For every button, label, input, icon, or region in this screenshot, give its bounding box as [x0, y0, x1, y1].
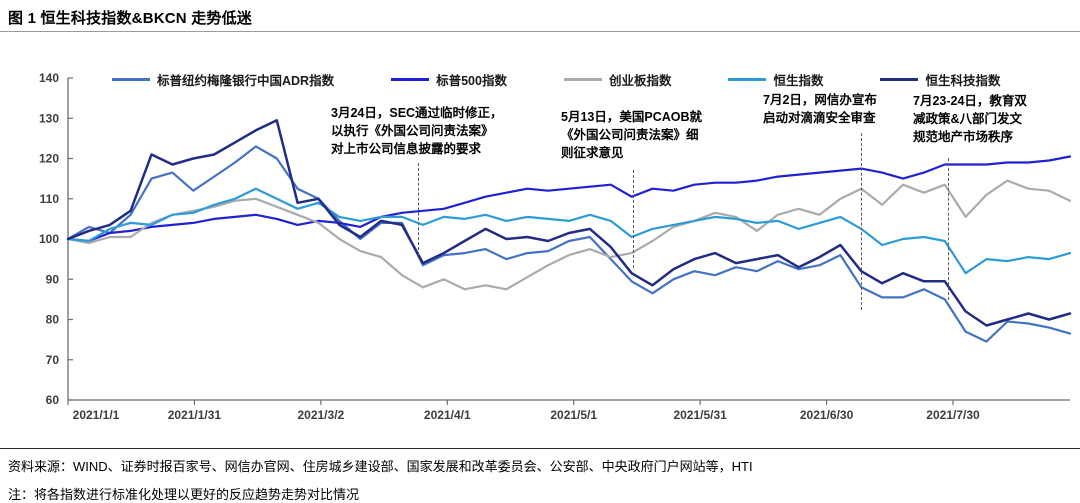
x-tick-label: 2021/5/31 [673, 408, 727, 422]
event-dashed-line-may13 [633, 170, 634, 268]
series-line-1 [66, 155, 1072, 243]
legend-label: 标普500指数 [436, 74, 507, 88]
source-text: 资料来源：WIND、证券时报百家号、网信办官网、住房城乡建设部、国家发展和改革委… [8, 459, 753, 474]
line-chart: 60 70 80 90 100 110 120 130 140 2021/1/1 2021/1/31… [39, 71, 1072, 422]
x-tick-label: 2021/6/30 [800, 408, 854, 422]
legend-item-sp500: 标普500指数 [391, 70, 507, 89]
legend-line-swatch [728, 78, 767, 81]
y-tick-label: 110 [40, 192, 60, 206]
annotation-jul23: 7月23-24日，教育双 减政策&八部门发文 规范地产市场秩序 [913, 94, 1027, 145]
x-tick-label: 2021/7/30 [926, 408, 980, 422]
annotation-jul2: 7月2日，网信办宣布 启动对滴滴安全审查 [763, 93, 877, 126]
x-tick-label: 2021/1/31 [168, 408, 222, 422]
event-dashed-line-mar24 [418, 163, 419, 255]
legend-label: 恒生指数 [773, 74, 824, 88]
y-tick-label: 120 [39, 152, 59, 166]
event-dashed-line-jul23 [948, 158, 949, 300]
figure-title: 图 1 恒生科技指数&BKCN 走势低迷 [8, 10, 253, 27]
x-tick-label: 2021/5/1 [550, 408, 597, 422]
legend-label: 恒生科技指数 [925, 74, 1001, 88]
y-tick-label: 130 [39, 111, 59, 125]
title-divider [0, 31, 1080, 32]
chart-legend: 标普纽约梅隆银行中国ADR指数 标普500指数 创业板指数 恒生指数 恒生科技指… [112, 70, 1001, 89]
x-tick-label: 2021/1/1 [73, 408, 120, 422]
note-text: 注：将各指数进行标准化处理以更好的反应趋势走势对比情况 [8, 487, 360, 502]
legend-item-adr: 标普纽约梅隆银行中国ADR指数 [112, 70, 334, 89]
y-tick-label: 140 [39, 71, 59, 85]
series-line-3 [66, 187, 1072, 275]
footer-divider [0, 448, 1080, 449]
legend-line-swatch [880, 78, 919, 81]
x-tick-label: 2021/4/1 [424, 408, 471, 422]
legend-line-swatch [391, 78, 430, 81]
event-dashed-line-jul2 [861, 133, 862, 310]
series-line-0 [66, 145, 1072, 343]
legend-line-swatch [112, 78, 150, 81]
legend-item-hstech: 恒生科技指数 [880, 70, 1001, 89]
y-tick-label: 100 [39, 232, 59, 246]
x-tick-label: 2021/3/2 [297, 408, 344, 422]
y-tick-label: 80 [46, 313, 60, 327]
legend-label: 标普纽约梅隆银行中国ADR指数 [157, 74, 335, 88]
series-line-2 [66, 179, 1072, 291]
y-tick-label: 70 [46, 353, 60, 367]
annotation-mar24: 3月24日，SEC通过临时修正， 以执行《外国公司问责法案》 对上市公司信息披露… [331, 106, 503, 157]
series-line-4 [66, 119, 1072, 327]
y-tick-label: 90 [46, 272, 60, 286]
annotation-may13: 5月13日，美国PCAOB就 《外国公司问责法案》细 则征求意见 [561, 110, 702, 161]
legend-label: 创业板指数 [608, 74, 672, 88]
y-tick-label: 60 [46, 393, 60, 407]
legend-line-swatch [563, 78, 602, 81]
legend-item-hsi: 恒生指数 [728, 70, 823, 89]
legend-item-chinext: 创业板指数 [563, 70, 672, 89]
